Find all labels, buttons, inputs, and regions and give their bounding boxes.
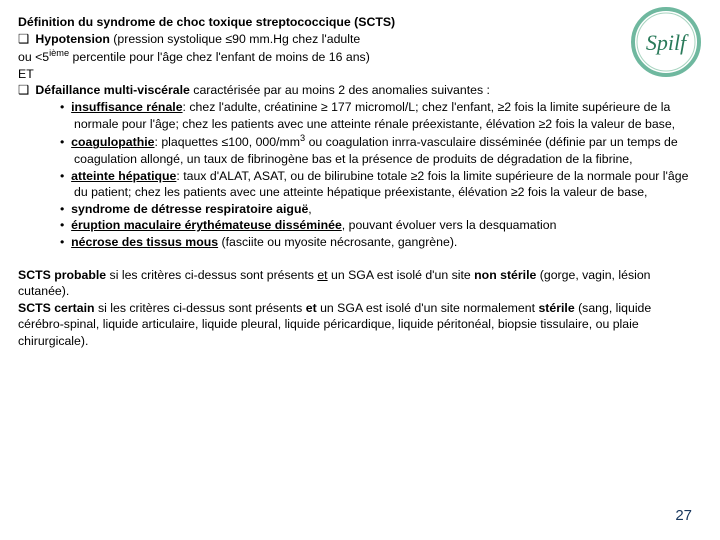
c-label: SCTS certain xyxy=(18,301,95,315)
bullet-1: • insuffisance rénale: chez l'adulte, cr… xyxy=(60,99,698,132)
page-number: 27 xyxy=(675,506,692,526)
bullet-3: • atteinte hépatique: taux d'ALAT, ASAT,… xyxy=(60,168,698,201)
b3-label: atteinte hépatique xyxy=(71,169,176,183)
b2-label: coagulopathie xyxy=(71,135,154,149)
b4-text: , xyxy=(308,202,311,216)
p-t2: un SGA est isolé d'un site xyxy=(328,268,475,282)
title-text: Définition du syndrome de choc toxique s… xyxy=(18,15,395,29)
bullet-2: • coagulopathie: plaquettes ≤100, 000/mm… xyxy=(60,132,698,167)
et-line: ET xyxy=(18,66,698,83)
hypo-label: Hypotension xyxy=(35,32,109,46)
p-label: SCTS probable xyxy=(18,268,106,282)
bullet-6: • nécrose des tissus mous (fasciite ou m… xyxy=(60,234,698,251)
bullet-4: • syndrome de détresse respiratoire aigu… xyxy=(60,201,698,218)
paragraph-probable-certain: SCTS probable si les critères ci-dessus … xyxy=(18,267,698,350)
p-t1: si les critères ci-dessus sont présents xyxy=(106,268,317,282)
hypo-text: (pression systolique ≤90 mm.Hg chez l'ad… xyxy=(110,32,360,46)
title: Définition du syndrome de choc toxique s… xyxy=(18,14,698,31)
p-ns: non stérile xyxy=(474,268,536,282)
et-text: ET xyxy=(18,67,34,81)
b4-label: syndrome de détresse respiratoire aiguë xyxy=(71,202,308,216)
c-t2: un SGA est isolé d'un site normalement xyxy=(317,301,539,315)
hypotension-line: ❑ Hypotension (pression systolique ≤90 m… xyxy=(18,31,698,48)
b5-text: , pouvant évoluer vers la desquamation xyxy=(342,218,557,232)
percentile-line: ou <5ième percentile pour l'âge chez l'e… xyxy=(18,47,698,66)
b1-label: insuffisance rénale xyxy=(71,100,182,114)
b6-text: (fasciite ou myosite nécrosante, gangrèn… xyxy=(218,235,457,249)
svg-text:Spilf: Spilf xyxy=(646,30,689,55)
bullet-5: • éruption maculaire érythémateuse dissé… xyxy=(60,217,698,234)
perc-prefix: ou <5 xyxy=(18,50,49,64)
document-body: Définition du syndrome de choc toxique s… xyxy=(18,14,698,349)
c-s: stérile xyxy=(538,301,574,315)
defail-text: caractérisée par au moins 2 des anomalie… xyxy=(190,83,490,97)
b5-label: éruption maculaire érythémateuse dissémi… xyxy=(71,218,342,232)
c-t1: si les critères ci-dessus sont présents xyxy=(95,301,306,315)
spilf-logo: Spilf xyxy=(630,6,702,78)
defaillance-line: ❑ Défaillance multi-viscérale caractéris… xyxy=(18,82,698,99)
perc-rest: percentile pour l'âge chez l'enfant de m… xyxy=(69,50,370,64)
b2-p1: : plaquettes ≤100, 000/mm xyxy=(155,135,301,149)
p-et1: et xyxy=(317,268,327,282)
defail-label: Défaillance multi-viscérale xyxy=(35,83,189,97)
b6-label: nécrose des tissus mous xyxy=(71,235,218,249)
perc-sup: ième xyxy=(49,48,69,58)
c-et: et xyxy=(306,301,317,315)
